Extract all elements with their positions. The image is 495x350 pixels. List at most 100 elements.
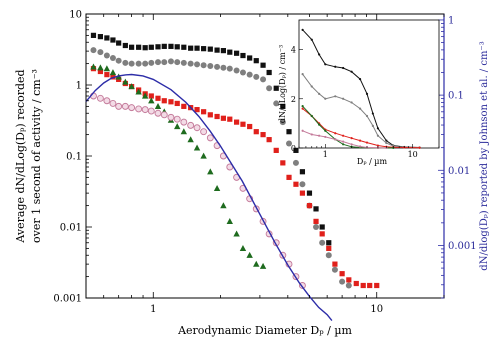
data-point-square [286, 174, 292, 180]
data-point-square [332, 261, 338, 267]
data-point-square [161, 98, 167, 104]
data-point-triangle [246, 251, 253, 258]
data-point-circle [239, 69, 246, 76]
inset-data-point [334, 138, 337, 141]
data-point-circle [331, 266, 338, 273]
data-point-circle [279, 119, 286, 126]
data-point-circle [97, 49, 104, 56]
data-point-triangle [233, 230, 240, 237]
data-point-open-circle [167, 113, 175, 121]
data-point-circle [194, 61, 201, 68]
inset-data-point [342, 134, 345, 137]
data-point-square [148, 44, 154, 50]
inset-data-point [371, 124, 374, 127]
data-point-square [188, 45, 194, 51]
data-point-circle [200, 62, 207, 69]
inset-data-point [350, 143, 353, 146]
data-point-square [306, 190, 313, 196]
data-point-circle [174, 59, 181, 66]
data-point-square [306, 203, 313, 209]
data-point-open-circle [128, 104, 136, 112]
data-point-open-circle [103, 97, 111, 105]
data-point-square [266, 69, 272, 76]
data-point-open-circle [200, 128, 208, 136]
data-point-square [293, 147, 299, 153]
data-point-square [110, 74, 116, 80]
data-point-circle [292, 159, 299, 166]
data-point-open-circle [141, 106, 149, 114]
data-point-triangle [253, 260, 260, 267]
series-0 [90, 32, 332, 246]
data-point-circle [90, 47, 97, 54]
y2-tick-label: 0.001 [448, 241, 477, 252]
data-point-triangle [128, 83, 135, 90]
data-point-circle [266, 85, 273, 92]
series-4 [90, 92, 306, 289]
data-point-square [194, 45, 200, 51]
data-point-square [234, 50, 240, 56]
inset-data-point [310, 85, 313, 88]
inset-data-point [365, 114, 369, 118]
data-point-square [346, 277, 352, 283]
data-point-circle [135, 60, 142, 67]
data-point-square [148, 93, 154, 99]
inset-axis-ticks: 1 10 0 2 4 [291, 46, 440, 159]
data-point-square [97, 68, 104, 75]
johnson-fit-line [85, 73, 333, 322]
inset-data-point [385, 141, 388, 145]
data-point-circle [214, 63, 221, 70]
inset-data-point [301, 105, 304, 108]
data-point-triangle [259, 262, 267, 269]
data-point-open-circle [109, 99, 117, 107]
data-point-circle [313, 224, 320, 230]
inset-data-point [376, 134, 380, 137]
inset-data-point [418, 146, 421, 149]
data-point-circle [180, 59, 187, 66]
data-point-square [319, 231, 325, 237]
inset-data-point [358, 145, 362, 148]
data-point-square [374, 282, 380, 289]
inset-data-point [358, 77, 362, 81]
y-axis-label-line2: over 1 second of activity / cm⁻³ [30, 69, 43, 243]
data-point-triangle [180, 128, 188, 135]
y-tick-label: 0.001 [53, 294, 82, 305]
data-point-open-circle [206, 134, 214, 142]
data-point-triangle [193, 144, 201, 151]
data-point-triangle [90, 63, 97, 70]
data-point-square [319, 224, 325, 230]
inset-data-point [358, 107, 362, 110]
inset-x-axis-label: Dₚ / µm [357, 157, 388, 166]
data-point-square [181, 44, 187, 50]
inset-data-point [324, 63, 327, 66]
data-point-triangle [141, 92, 149, 99]
data-point-triangle [200, 152, 207, 159]
inset-data-point [334, 65, 337, 68]
data-point-square [273, 147, 279, 153]
data-point-square [339, 271, 345, 277]
inset-y-axis-label: dN/dLog(Dₚ) / cm⁻³ [278, 45, 287, 123]
data-point-circle [345, 282, 352, 289]
data-point-square [122, 42, 128, 49]
data-point-circle [207, 63, 214, 70]
data-point-square [90, 32, 97, 38]
data-point-square [286, 129, 292, 135]
data-point-square [201, 46, 207, 52]
data-point-triangle [174, 123, 181, 130]
x-tick-label: 10 [370, 304, 383, 315]
x-tick-label: 1 [150, 304, 156, 315]
data-point-square [247, 123, 253, 130]
data-point-circle [122, 59, 129, 66]
data-point-square [207, 112, 213, 118]
data-point-open-circle [154, 109, 162, 117]
inset-data-point [318, 53, 321, 56]
data-point-square [353, 280, 359, 287]
data-point-square [116, 40, 122, 46]
inset-data-point [342, 97, 345, 100]
data-point-open-circle [180, 118, 188, 126]
data-point-circle [226, 65, 233, 72]
data-point-square [181, 103, 187, 109]
inset-data-point [350, 70, 353, 73]
data-point-square [253, 58, 259, 64]
inset-data-point [376, 144, 380, 147]
